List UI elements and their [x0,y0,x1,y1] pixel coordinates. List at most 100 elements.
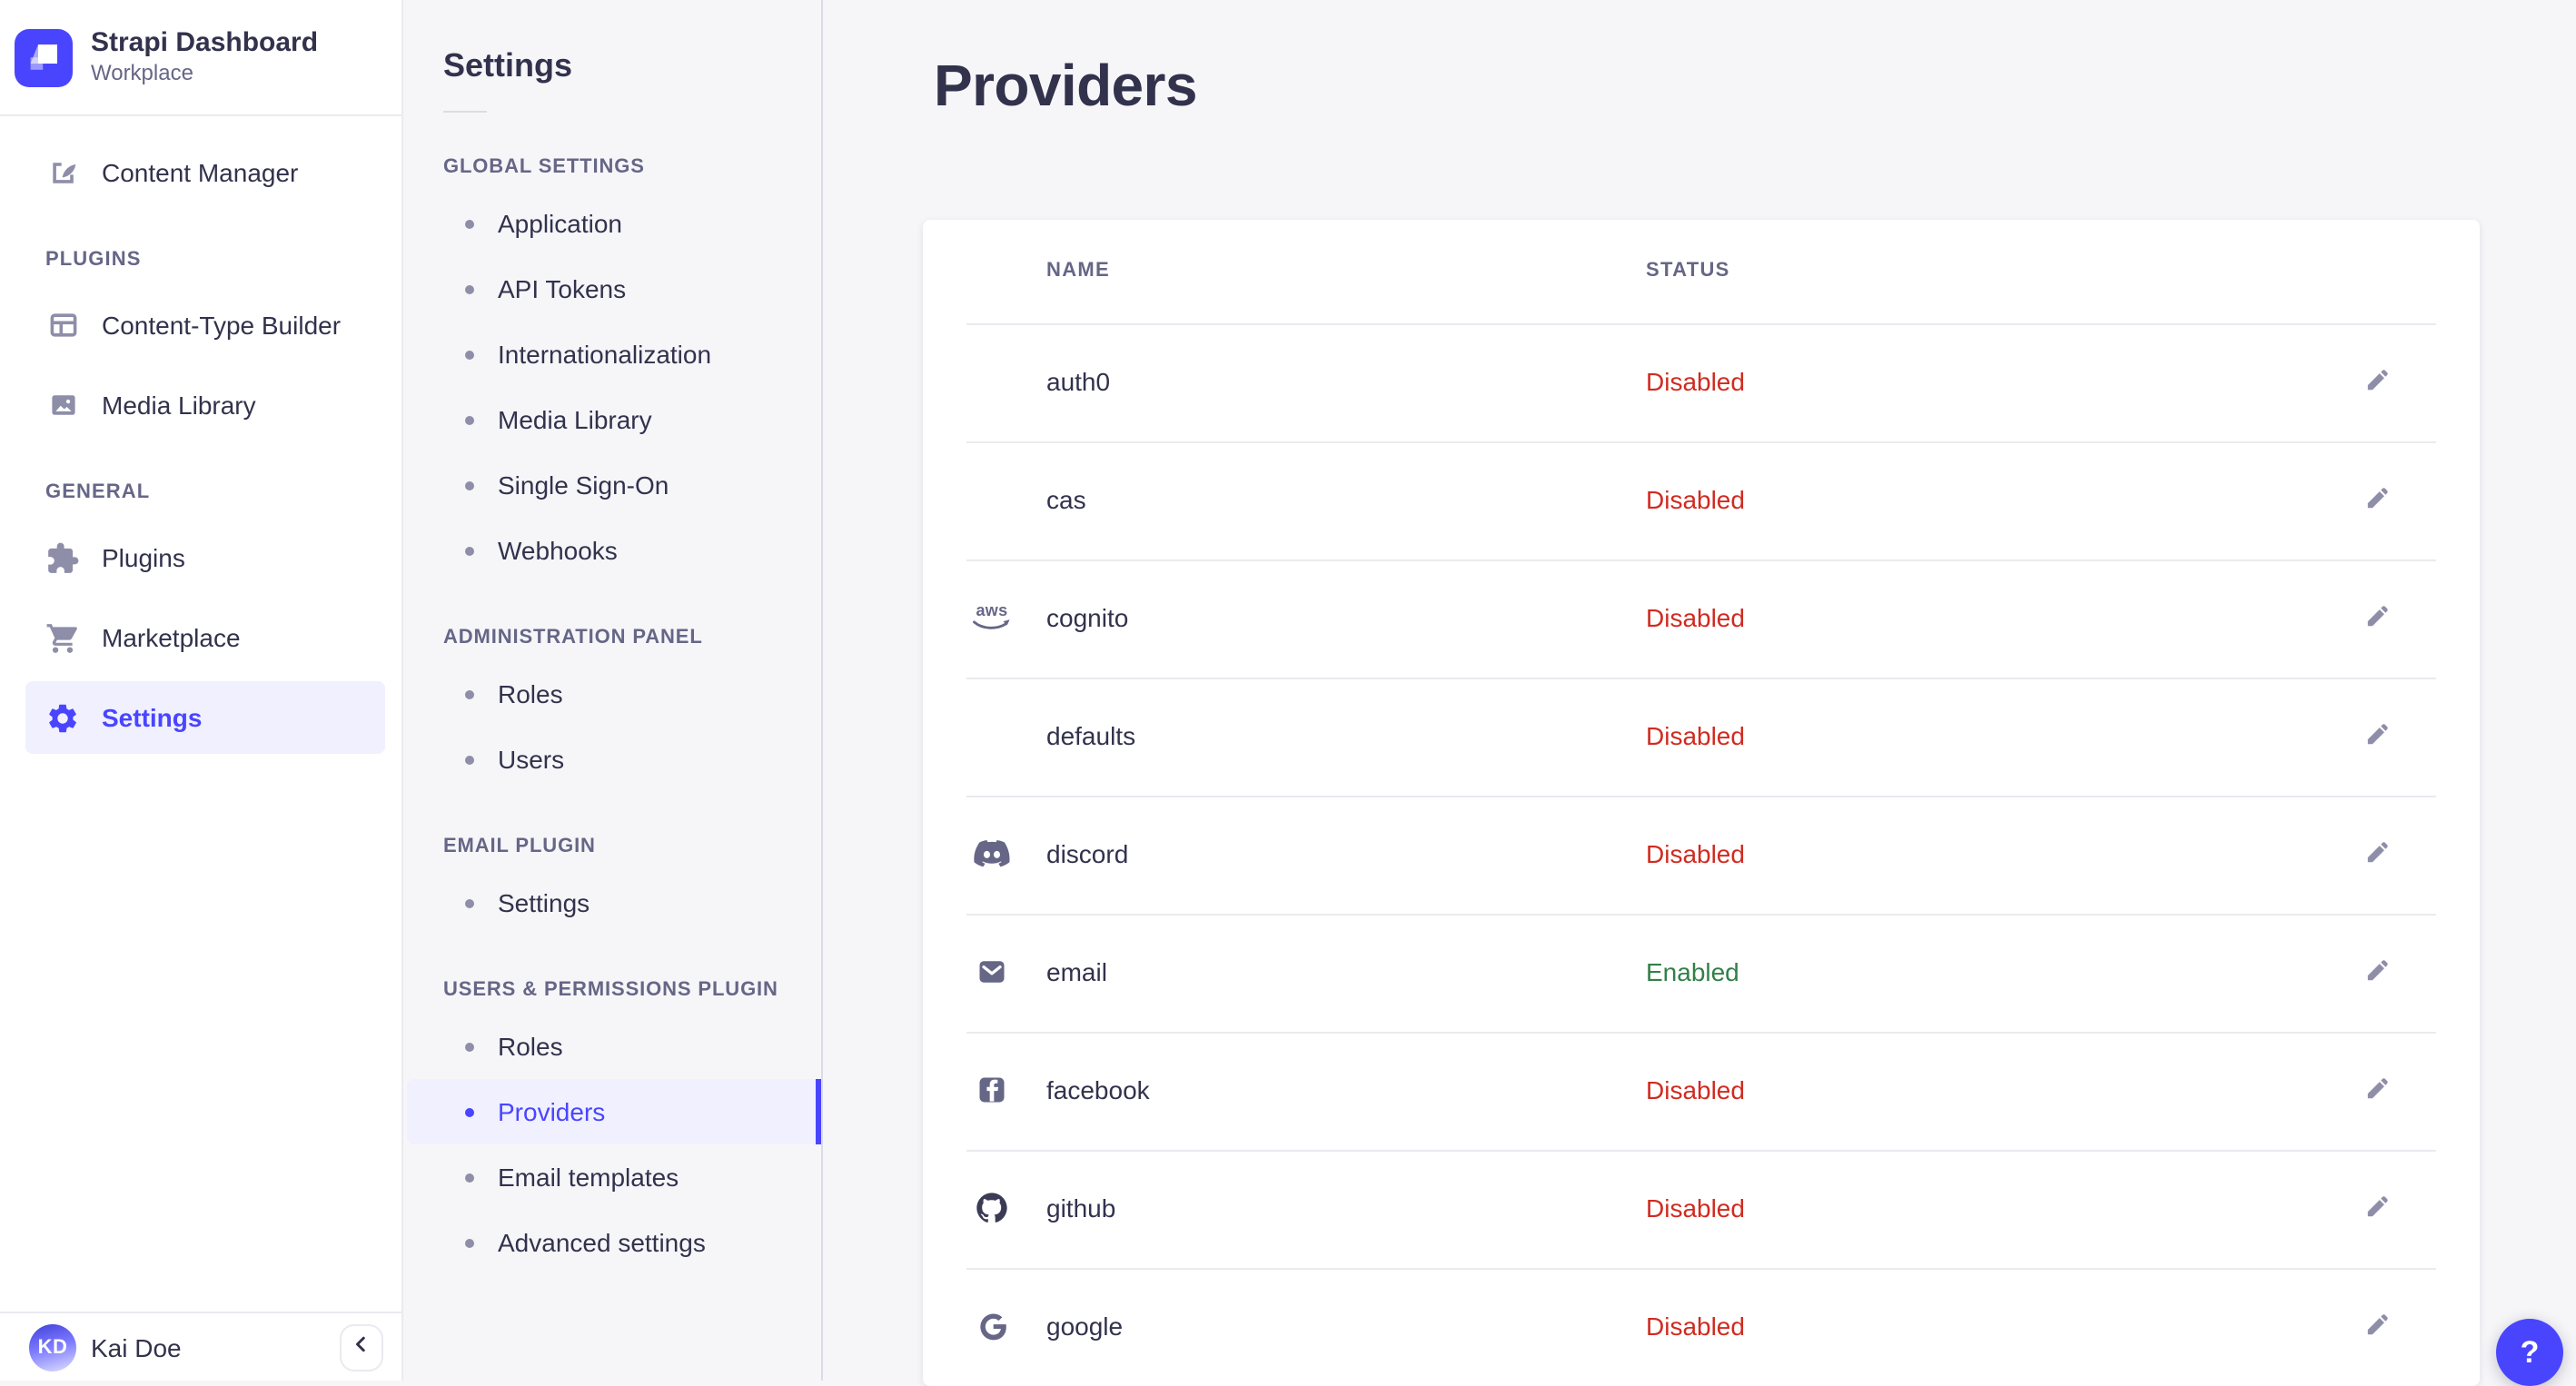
provider-status-badge: Disabled [1646,721,1745,751]
edit-icon [2363,601,2393,636]
subnav-section: GLOBAL SETTINGS Application API Tokens I… [403,156,821,583]
sidebar-item-label: Settings [102,703,203,732]
edit-provider-button[interactable] [2356,594,2400,643]
bullet-icon [465,898,474,907]
provider-status-badge: Disabled [1646,1075,1745,1105]
settings-sub-sidebar: Settings GLOBAL SETTINGS Application API… [403,0,823,1381]
edit-provider-button[interactable] [2356,948,2400,997]
bullet-icon [465,689,474,698]
marketplace-icon [45,620,80,655]
help-button[interactable]: ? [2496,1319,2563,1386]
avatar: KD [29,1323,76,1371]
sidebar-item-media-library[interactable]: Media Library [25,369,385,441]
subnav-item-label: Email templates [498,1163,679,1192]
workspace-name: Workplace [91,60,193,86]
edit-provider-button[interactable] [2356,358,2400,407]
column-header-status: STATUS [1646,260,1730,282]
provider-name: defaults [1046,721,1136,751]
provider-name: auth0 [1046,367,1111,397]
google-icon [966,1310,1017,1344]
bullet-icon [465,350,474,359]
sidebar-item-label: Media Library [102,391,256,420]
subnav-item-label: Application [498,209,622,238]
table-row-cognito: aws cognito Disabled [923,559,2480,678]
table-header-row: NAME STATUS [923,220,2480,323]
provider-status-badge: Disabled [1646,839,1745,869]
strapi-logo [15,28,73,86]
provider-status-badge: Disabled [1646,367,1745,397]
subnav-item-roles[interactable]: Roles [407,1014,821,1079]
subnav-item-label: Internationalization [498,340,712,369]
subnav-item-advanced-settings[interactable]: Advanced settings [407,1210,821,1275]
table-row-auth0: auth0 Disabled [923,322,2480,441]
workspace-title-block: Strapi Dashboard Workplace [91,26,318,88]
edit-icon [2363,1310,2393,1344]
user-name: Kai Doe [91,1332,182,1361]
edit-icon [2363,1074,2393,1108]
edit-provider-button[interactable] [2356,830,2400,879]
edit-provider-button[interactable] [2356,476,2400,525]
chevron-left-icon [351,1333,372,1361]
provider-status-badge: Disabled [1646,1312,1745,1341]
edit-provider-button[interactable] [2356,1302,2400,1351]
provider-name: google [1046,1312,1124,1341]
table-row-defaults: defaults Disabled [923,677,2480,796]
provider-status-badge: Disabled [1646,485,1745,515]
sidebar-item-plugins[interactable]: Plugins [25,521,385,594]
table-row-discord: discord Disabled [923,795,2480,914]
provider-name: discord [1046,839,1129,869]
table-row-facebook: facebook Disabled [923,1031,2480,1150]
subnav-item-internationalization[interactable]: Internationalization [407,322,821,387]
edit-icon [2363,719,2393,754]
subnav-item-webhooks[interactable]: Webhooks [407,518,821,583]
edit-icon [2363,483,2393,518]
edit-provider-button[interactable] [2356,712,2400,761]
subnav-section: EMAIL PLUGIN Settings [403,836,821,936]
workspace-header[interactable]: Strapi Dashboard Workplace [0,0,401,116]
edit-provider-button[interactable] [2356,1066,2400,1115]
media-library-icon [45,388,80,422]
bullet-icon [465,1042,474,1051]
subnav-item-users[interactable]: Users [407,727,821,792]
settings-icon [45,700,80,735]
provider-status-badge: Enabled [1646,957,1739,987]
edit-icon [2363,365,2393,400]
subnav-section-label: ADMINISTRATION PANEL [443,627,703,648]
main-content: Providers NAME STATUS auth0 Disabled cas… [823,0,2576,1386]
sidebar-item-marketplace[interactable]: Marketplace [25,601,385,674]
subnav-section-label: GLOBAL SETTINGS [443,156,645,178]
subnav-item-settings[interactable]: Settings [407,870,821,936]
sidebar-section-label: GENERAL [45,481,151,503]
page-title: Providers [934,53,1197,118]
subnav-section: ADMINISTRATION PANEL Roles Users [403,627,821,792]
bullet-icon [465,1238,474,1247]
email-icon [966,956,1017,989]
collapse-sidebar-button[interactable] [340,1323,383,1371]
edit-icon [2363,955,2393,990]
user-menu[interactable]: KD Kai Doe [0,1312,401,1381]
subnav-item-roles[interactable]: Roles [407,661,821,727]
subnav-item-providers[interactable]: Providers [407,1079,821,1144]
provider-name: email [1046,957,1107,987]
subnav-item-label: Providers [498,1097,606,1126]
subnav-item-single-sign-on[interactable]: Single Sign-On [407,452,821,518]
subnav-item-api-tokens[interactable]: API Tokens [407,256,821,322]
table-row-github: github Disabled [923,1149,2480,1268]
sidebar-item-settings[interactable]: Settings [25,681,385,754]
sidebar-item-label: Marketplace [102,623,241,652]
edit-provider-button[interactable] [2356,1184,2400,1233]
subnav-item-application[interactable]: Application [407,191,821,256]
sidebar-item-content-type-builder[interactable]: Content-Type Builder [25,289,385,361]
bullet-icon [465,1173,474,1182]
plugins-icon [45,540,80,575]
sidebar-item-content-manager[interactable]: Content Manager [25,136,385,209]
table-row-cas: cas Disabled [923,441,2480,559]
subnav-item-email-templates[interactable]: Email templates [407,1144,821,1210]
question-mark-icon: ? [2520,1334,2540,1369]
aws-icon: aws [966,602,1017,634]
bullet-icon [465,284,474,293]
subnav-item-media-library[interactable]: Media Library [407,387,821,452]
provider-name: cognito [1046,603,1129,633]
content-manager-icon [45,155,80,190]
table-row-email: email Enabled [923,913,2480,1032]
